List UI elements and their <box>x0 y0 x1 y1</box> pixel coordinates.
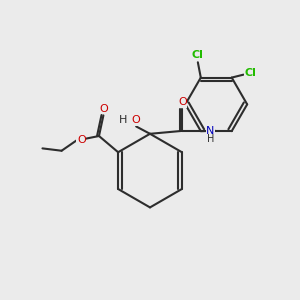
Text: O: O <box>132 115 140 125</box>
Text: O: O <box>100 104 108 114</box>
Text: H: H <box>118 115 127 125</box>
Text: H: H <box>207 134 214 144</box>
Text: O: O <box>178 97 187 107</box>
Text: O: O <box>77 134 86 145</box>
Text: Cl: Cl <box>245 68 257 78</box>
Text: Cl: Cl <box>192 50 204 60</box>
Text: N: N <box>206 126 214 136</box>
